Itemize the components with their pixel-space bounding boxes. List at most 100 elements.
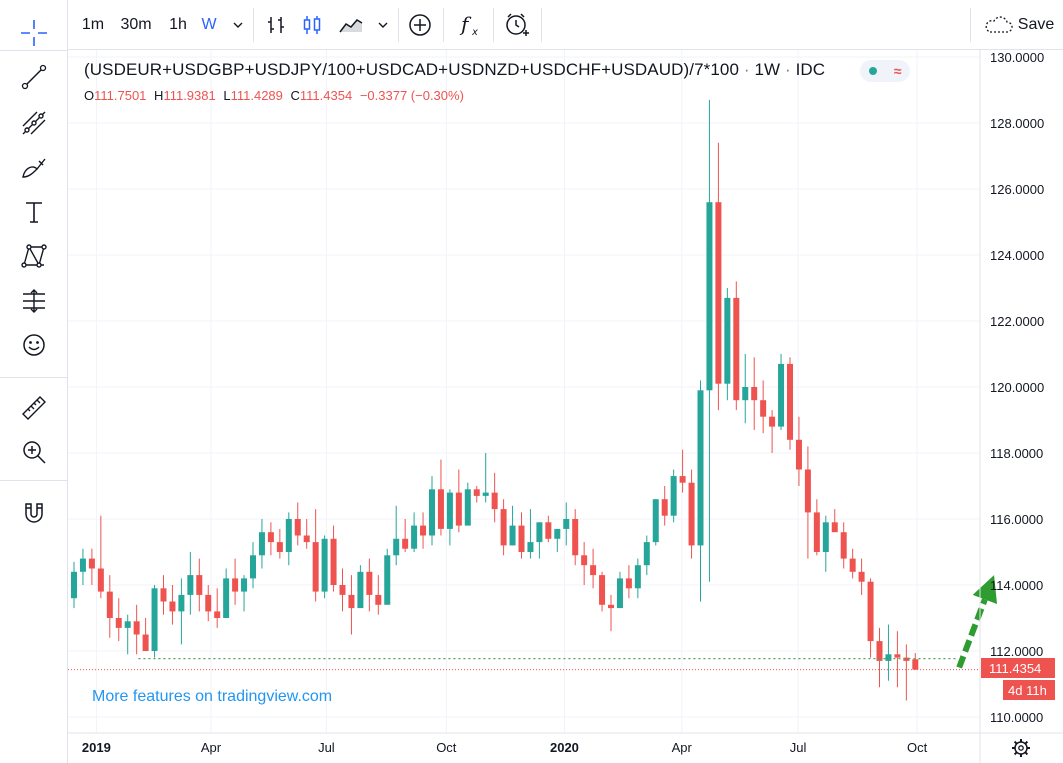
candle[interactable] (294, 502, 301, 546)
compare-icon[interactable] (406, 0, 434, 50)
candle[interactable] (760, 380, 767, 434)
candle[interactable] (706, 99, 713, 582)
candle[interactable] (258, 519, 265, 569)
candle[interactable] (178, 578, 185, 645)
candle[interactable] (724, 288, 731, 401)
candle[interactable] (187, 552, 194, 615)
candle[interactable] (393, 505, 400, 566)
candle[interactable] (285, 512, 292, 566)
candle[interactable] (214, 588, 221, 628)
candle[interactable] (482, 453, 489, 503)
candle[interactable] (795, 416, 802, 486)
candle[interactable] (643, 535, 650, 576)
candle[interactable] (670, 469, 677, 523)
candle[interactable] (384, 548, 391, 605)
trend-line-icon[interactable] (14, 57, 54, 97)
save-button[interactable]: Save (980, 0, 1056, 50)
candle[interactable] (572, 509, 579, 566)
candle[interactable] (769, 410, 776, 453)
candle[interactable] (634, 558, 641, 599)
emoji-icon[interactable] (14, 325, 54, 365)
candle[interactable] (455, 469, 462, 533)
candle[interactable] (822, 515, 829, 572)
candle[interactable] (500, 499, 507, 556)
candle[interactable] (679, 449, 686, 493)
candle[interactable] (813, 499, 820, 556)
candle[interactable] (88, 548, 95, 585)
candle[interactable] (97, 515, 104, 599)
candle[interactable] (590, 548, 597, 589)
interval-1h[interactable]: 1h (169, 16, 187, 33)
candle[interactable] (232, 558, 239, 605)
candle[interactable] (267, 522, 274, 556)
candle[interactable] (124, 614, 131, 655)
candle[interactable] (411, 512, 418, 552)
zoom-in-icon[interactable] (14, 432, 54, 472)
candle[interactable] (160, 575, 167, 615)
candle[interactable] (715, 142, 722, 411)
candle[interactable] (545, 515, 552, 543)
magnet-icon[interactable] (14, 493, 54, 533)
candle[interactable] (858, 558, 865, 595)
candle[interactable] (608, 594, 614, 632)
text-icon[interactable] (14, 192, 54, 232)
price-axis[interactable]: 110.0000 112.0000 114.0000 116.0000 118.0000… (990, 50, 1044, 725)
candle[interactable] (205, 585, 212, 622)
legend-status-badges[interactable]: ≈ (860, 60, 910, 82)
candle[interactable] (446, 489, 453, 546)
candle[interactable] (840, 522, 847, 569)
interval-weekly[interactable]: W (201, 16, 217, 33)
tradingview-link[interactable]: More features on tradingview.com (92, 688, 333, 705)
candle[interactable] (894, 631, 901, 688)
candle[interactable] (867, 578, 874, 658)
candle[interactable] (420, 512, 427, 549)
gear-icon[interactable] (1012, 739, 1030, 757)
candle[interactable] (339, 568, 346, 612)
candle[interactable] (733, 281, 740, 411)
candle[interactable] (625, 565, 632, 599)
crosshair-icon[interactable] (14, 13, 54, 53)
candle[interactable] (250, 542, 256, 589)
candle[interactable] (321, 535, 328, 599)
candle[interactable] (241, 575, 248, 612)
candle[interactable] (652, 499, 659, 546)
candle[interactable] (464, 482, 471, 526)
candle[interactable] (831, 509, 838, 533)
time-axis[interactable]: 2019 Apr Jul Oct 2020 Apr Jul Oct (82, 740, 928, 755)
candle[interactable] (303, 519, 310, 549)
candle[interactable] (151, 585, 158, 658)
candle[interactable] (527, 509, 534, 559)
candle[interactable] (876, 627, 883, 688)
candle[interactable] (348, 575, 355, 635)
pitchfork-icon[interactable] (14, 103, 54, 143)
candle[interactable] (330, 525, 337, 592)
candle[interactable] (509, 505, 516, 546)
candle[interactable] (133, 604, 140, 655)
pattern-icon[interactable] (14, 236, 54, 276)
candle[interactable] (142, 618, 149, 651)
candle[interactable] (223, 568, 230, 619)
candle[interactable] (106, 575, 113, 638)
candle[interactable] (885, 624, 892, 681)
candle[interactable] (196, 558, 203, 612)
candle[interactable] (71, 561, 77, 609)
candle[interactable] (742, 354, 749, 424)
candle[interactable] (473, 486, 480, 503)
candle[interactable] (697, 380, 704, 602)
candle[interactable] (581, 542, 588, 585)
candle[interactable] (402, 519, 409, 552)
bars-style-icon[interactable] (262, 0, 290, 50)
candle[interactable] (375, 575, 382, 615)
candle[interactable] (688, 469, 695, 559)
candle[interactable] (599, 571, 606, 612)
candle[interactable] (276, 528, 283, 559)
candle[interactable] (491, 472, 498, 523)
interval-30m[interactable]: 30m (120, 16, 152, 33)
candle[interactable] (437, 459, 444, 536)
candle[interactable] (849, 548, 856, 579)
candle[interactable] (366, 558, 373, 612)
candle[interactable] (554, 528, 561, 552)
area-style-icon[interactable] (336, 0, 366, 50)
candle[interactable] (912, 653, 919, 670)
